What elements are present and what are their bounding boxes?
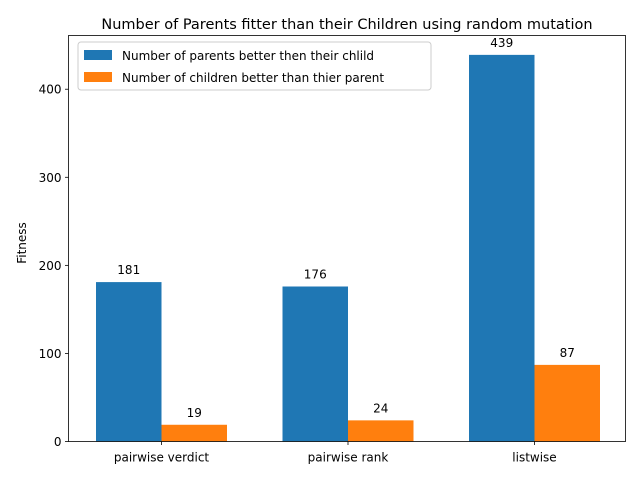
legend-label-0: Number of parents better then their chli… — [122, 49, 374, 63]
x-tick-label-2: listwise — [512, 451, 556, 465]
y-axis-label: Fitness — [15, 222, 29, 264]
bars-layer: 181 176 439 19 24 87 — [96, 36, 600, 442]
legend-label-1: Number of children better than thier par… — [122, 71, 384, 85]
data-label-0-0: 181 — [117, 263, 140, 277]
axes-layer: pairwise verdict pairwise rank listwise 0 10… — [39, 83, 557, 465]
x-tick-label-0: pairwise verdict — [114, 451, 210, 465]
chart-title: Number of Parents fitter than their Chil… — [101, 17, 592, 33]
bar-1-0 — [161, 424, 227, 442]
y-tick-label-0: 0 — [54, 435, 62, 449]
data-label-1-1: 24 — [373, 401, 388, 415]
legend-box — [77, 41, 432, 91]
bar-1-1 — [348, 420, 414, 442]
y-tick-label-1: 100 — [39, 347, 62, 361]
data-label-1-0: 19 — [187, 406, 202, 420]
legend-swatch-0 — [84, 50, 112, 60]
x-tick-label-1: pairwise rank — [308, 451, 389, 465]
data-label-0-1: 176 — [304, 267, 327, 281]
bar-0-2 — [469, 54, 535, 442]
legend: Number of parents better then their chli… — [77, 41, 432, 91]
y-tick-label-4: 400 — [39, 83, 62, 97]
y-tick-label-3: 300 — [39, 171, 62, 185]
y-tick-label-2: 200 — [39, 259, 62, 273]
data-label-0-2: 439 — [490, 36, 513, 50]
plot-frame — [68, 35, 626, 442]
bar-0-0 — [96, 282, 162, 442]
legend-swatch-1 — [84, 72, 112, 82]
bar-0-1 — [282, 286, 348, 442]
data-label-1-2: 87 — [560, 346, 575, 360]
bar-1-2 — [534, 364, 600, 442]
